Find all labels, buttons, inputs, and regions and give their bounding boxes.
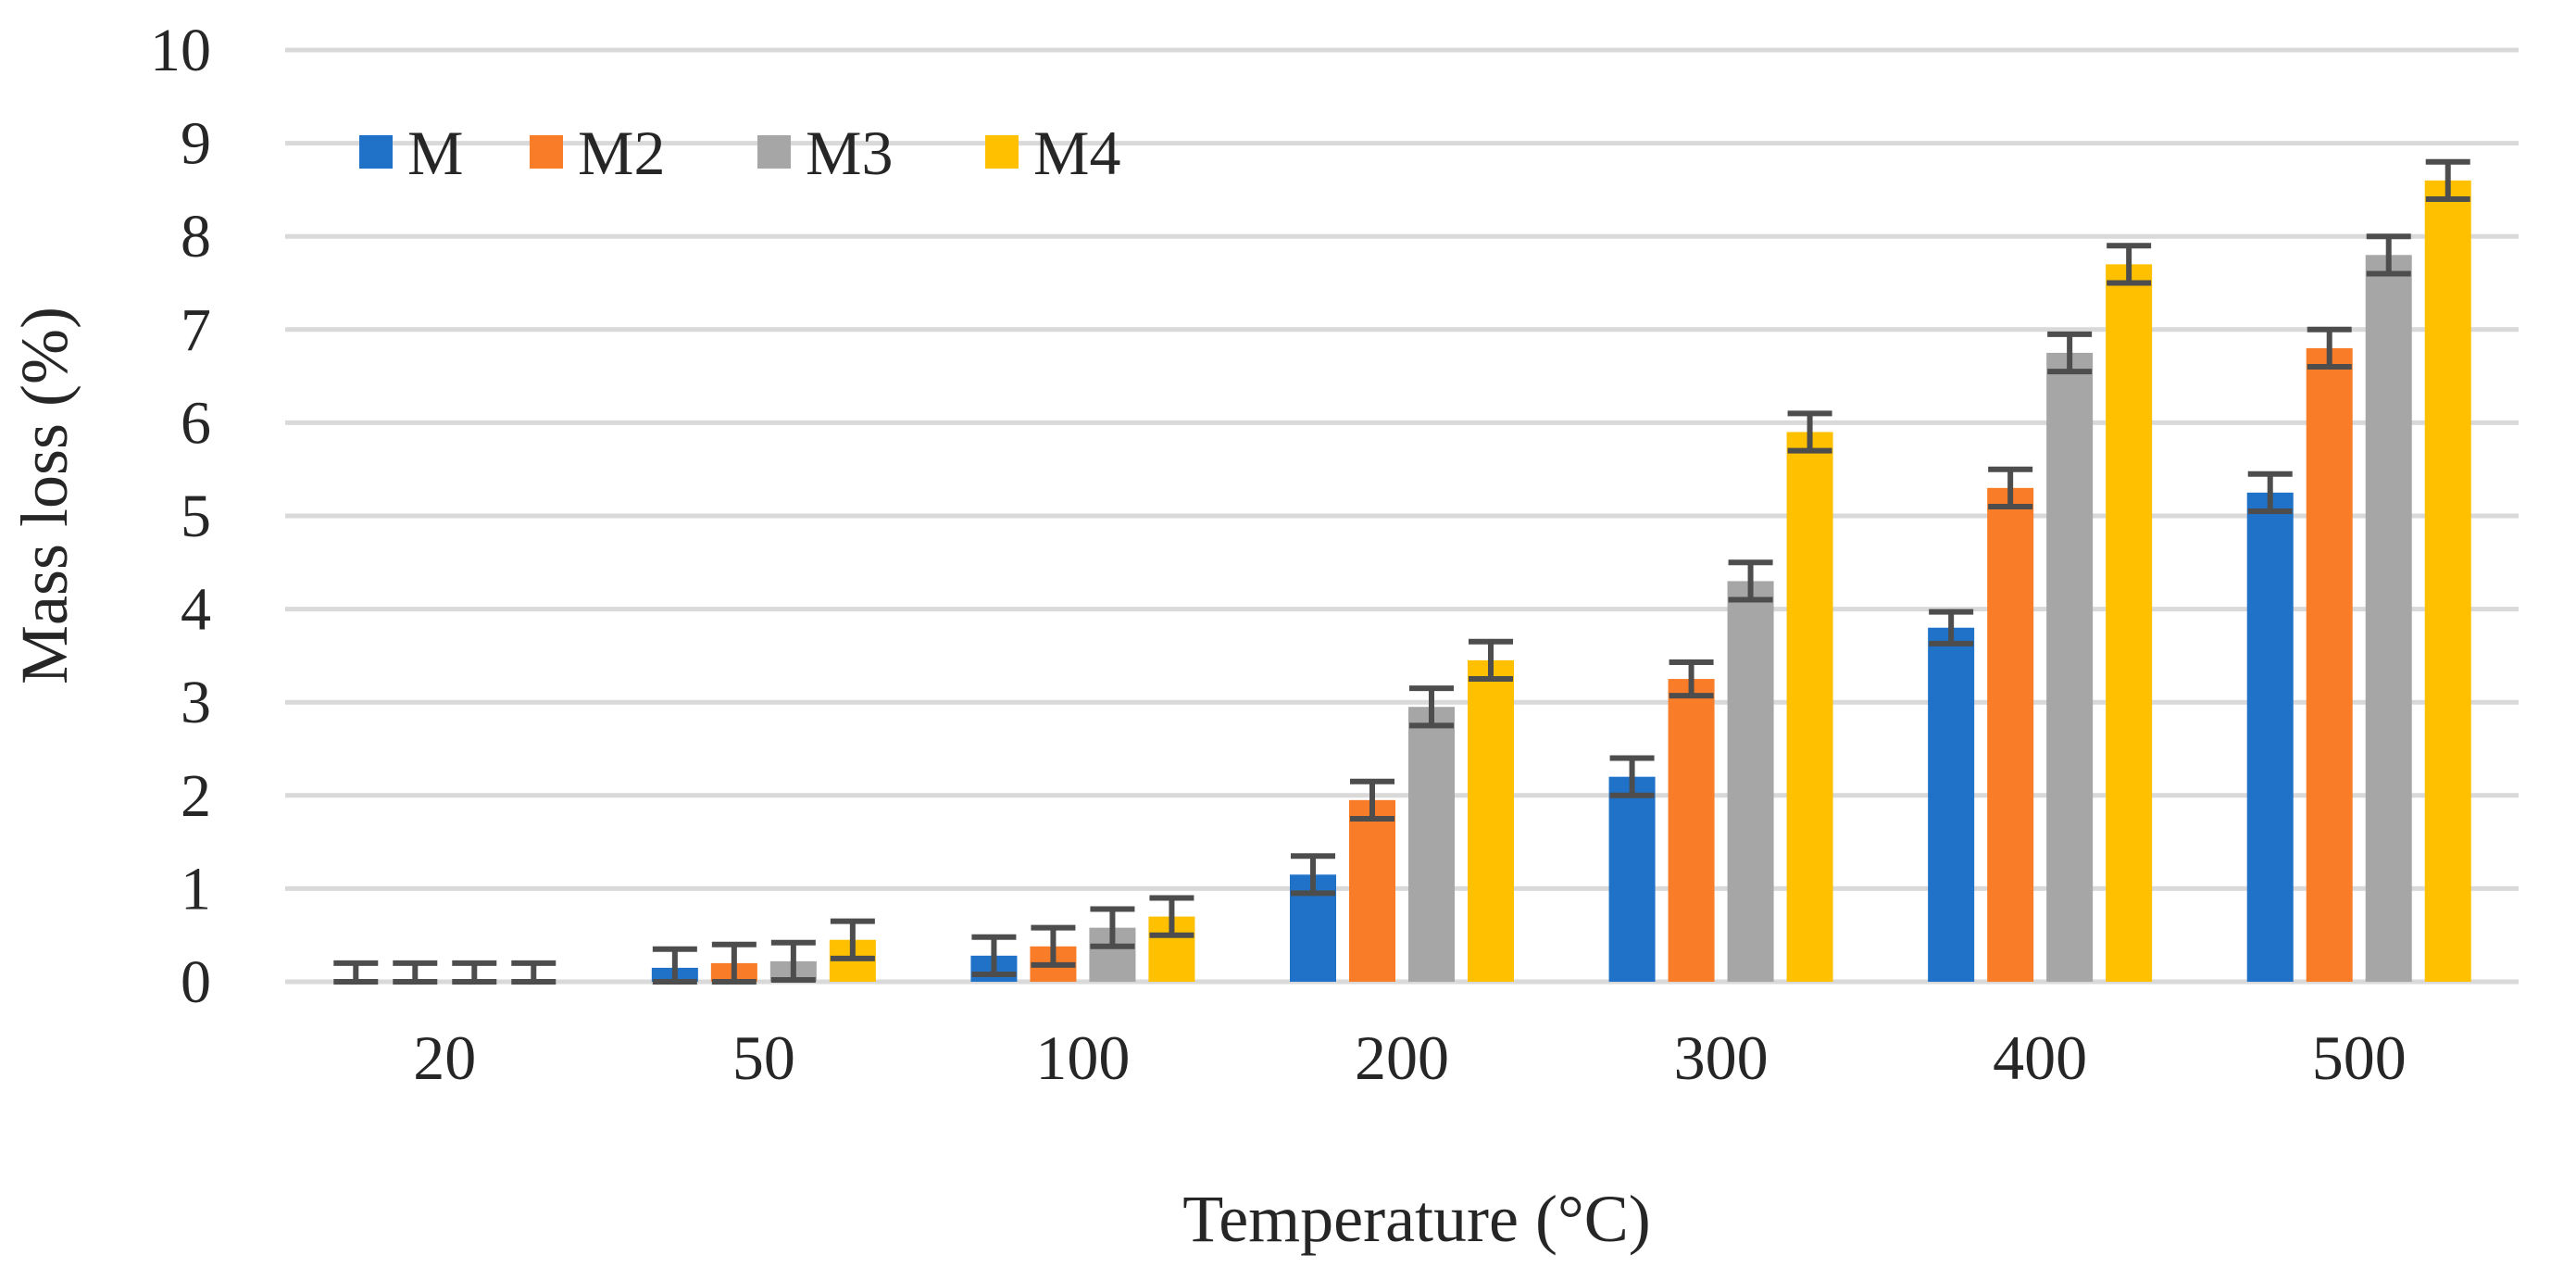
legend-swatch-M	[359, 135, 393, 169]
y-tick-label: 8	[181, 203, 211, 270]
bar-M3	[1408, 707, 1455, 982]
gridlines	[285, 47, 2519, 985]
x-axis-title: Temperature (°C)	[1182, 1182, 1651, 1256]
bar-M4	[2106, 264, 2153, 982]
x-tick-label: 300	[1674, 1023, 1769, 1093]
bar-M2	[2306, 347, 2353, 982]
legend-label-M3: M3	[806, 118, 893, 188]
y-tick-label: 10	[150, 17, 211, 84]
legend-swatch-M3	[757, 135, 791, 169]
legend-swatch-M2	[530, 135, 563, 169]
x-tick-label: 100	[1035, 1023, 1130, 1093]
y-tick-label: 7	[181, 296, 211, 364]
y-tick-label: 9	[181, 110, 211, 178]
bar-M	[2246, 492, 2294, 982]
error-bars	[333, 158, 2470, 985]
bar-M3	[2046, 352, 2094, 982]
legend-swatch-M4	[985, 135, 1019, 169]
bar-M2	[1987, 487, 2034, 982]
bars	[651, 180, 2471, 983]
bar-M2	[1349, 799, 1395, 982]
x-tick-label: 500	[2312, 1023, 2407, 1093]
bar-M4	[1786, 432, 1833, 983]
x-tick-label: 200	[1355, 1023, 1449, 1093]
y-axis-ticks: 0 1 2 3 4 5 6 7 8 9 10	[150, 17, 211, 1016]
x-tick-label: 400	[1993, 1023, 2087, 1093]
x-tick-label: 20	[413, 1023, 476, 1093]
x-axis-ticks: 20 50 100 200 300 400 500	[413, 1023, 2406, 1093]
y-axis-title: Mass loss (%)	[7, 307, 81, 684]
y-tick-label: 2	[181, 762, 211, 830]
bar-M3	[1727, 581, 1774, 982]
y-tick-label: 4	[181, 576, 211, 644]
legend-label-M: M	[407, 118, 463, 188]
y-tick-label: 3	[181, 669, 211, 736]
x-tick-label: 50	[732, 1023, 795, 1093]
y-tick-label: 5	[181, 483, 211, 550]
bar-M4	[2424, 180, 2471, 983]
legend-label-M2: M2	[578, 118, 665, 188]
bar-M4	[1468, 659, 1514, 982]
legend: M M2 M3 M4	[359, 118, 1120, 188]
bar-M	[1928, 627, 1975, 982]
bar-M2	[1668, 679, 1715, 982]
bar-M3	[2365, 255, 2412, 982]
y-tick-label: 1	[181, 855, 211, 922]
y-tick-label: 0	[181, 948, 211, 1016]
bar-M	[1608, 776, 1656, 982]
legend-label-M4: M4	[1033, 118, 1120, 188]
y-tick-label: 6	[181, 389, 211, 457]
